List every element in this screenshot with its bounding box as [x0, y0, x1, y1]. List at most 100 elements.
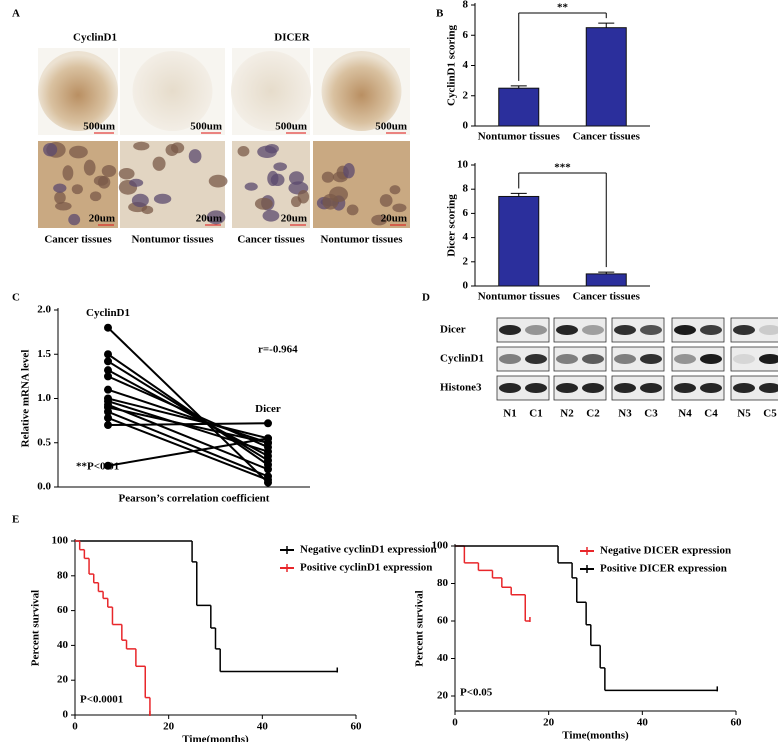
blot-band	[674, 325, 696, 335]
legend-label: Negative cyclinD1 expression	[300, 544, 437, 556]
lane-label: N2	[560, 408, 574, 420]
data-point	[264, 475, 272, 484]
image-caption: Nontumor tissues	[131, 234, 214, 246]
cell-nucleus	[262, 209, 280, 222]
blot-band	[556, 325, 578, 335]
blot-band	[582, 383, 604, 393]
panel-letter: D	[422, 292, 430, 304]
data-point	[264, 447, 272, 456]
data-point	[104, 350, 112, 359]
y-tick-label: 40	[57, 639, 69, 651]
bar	[498, 195, 540, 287]
lane-label: C4	[704, 408, 718, 420]
significance-label: **	[557, 2, 569, 14]
cell-nucleus	[389, 185, 401, 195]
cell-nucleus	[265, 143, 279, 154]
legend-label: Positive cyclinD1 expression	[300, 562, 432, 574]
annotation: P<0.05	[460, 687, 493, 699]
blot-band	[525, 383, 547, 393]
data-point	[264, 434, 272, 443]
cell-nucleus	[93, 175, 109, 186]
cell-nucleus	[129, 178, 144, 187]
x-tick-label: 40	[637, 717, 649, 729]
lane-label: N5	[737, 408, 751, 420]
pair-line	[107, 417, 269, 481]
pair-line	[107, 403, 269, 471]
lane-label: C2	[586, 408, 600, 420]
series-label: Dicer	[255, 403, 281, 415]
scale-label: 500um	[275, 121, 307, 133]
blot-band	[759, 325, 778, 335]
data-point	[104, 421, 112, 430]
cell-nucleus	[68, 213, 81, 226]
y-tick-label: 10	[457, 159, 469, 171]
cell-nucleus	[267, 170, 279, 187]
bar	[585, 27, 627, 127]
blot-band	[674, 354, 696, 364]
image-caption: Cancer tissues	[44, 234, 112, 246]
x-tick-label: 20	[163, 721, 175, 733]
blot-band	[700, 383, 722, 393]
cell-nucleus	[153, 193, 172, 204]
cell-nucleus	[83, 159, 96, 176]
lane-label: N1	[503, 408, 516, 420]
cell-nucleus	[321, 171, 335, 183]
blot-band	[499, 354, 521, 364]
x-tick-label: 0	[72, 721, 78, 733]
cell-nucleus	[71, 184, 83, 195]
pair-line	[107, 437, 269, 467]
tissue-core	[231, 51, 311, 131]
cell-nucleus	[254, 197, 273, 210]
cell-nucleus	[208, 174, 228, 188]
y-tick-label: 20	[57, 674, 69, 686]
significance-label: ***	[554, 162, 571, 174]
panel-letter: A	[12, 8, 20, 20]
y-tick-label: 100	[52, 535, 69, 547]
cell-nucleus	[53, 183, 67, 193]
scale-label: 20um	[381, 213, 407, 225]
blot-band	[556, 383, 578, 393]
y-tick-label: 80	[57, 569, 69, 581]
y-axis-label: Dicer scoring	[446, 194, 458, 257]
y-axis-label: Percent survival	[414, 590, 426, 666]
lane-label: C5	[763, 408, 777, 420]
tissue-zoom-image	[313, 141, 410, 228]
y-tick-label: 20	[437, 690, 449, 702]
cell-nucleus	[273, 162, 287, 171]
cell-nucleus	[343, 163, 355, 179]
y-tick-label: 2	[463, 255, 469, 267]
cell-nucleus	[237, 146, 250, 157]
pair-line	[107, 326, 269, 484]
scale-label: 500um	[190, 121, 222, 133]
blot-band	[582, 354, 604, 364]
y-tick-label: 0	[463, 280, 469, 292]
x-tick-label: 60	[731, 717, 743, 729]
data-point	[104, 357, 112, 366]
blot-band	[525, 354, 547, 364]
cell-nucleus	[288, 171, 304, 185]
x-axis-label: Time(months)	[562, 730, 629, 742]
cell-nucleus	[297, 190, 310, 204]
pair-line	[107, 388, 269, 444]
y-axis-label: Relative mRNA level	[20, 350, 32, 448]
y-axis-label: Percent survival	[30, 590, 42, 666]
data-point	[264, 419, 272, 428]
y-tick-label: 8	[463, 0, 469, 11]
cell-nucleus	[188, 149, 202, 164]
lane-label: C3	[644, 408, 658, 420]
cell-nucleus	[131, 193, 149, 208]
tissue-core	[321, 51, 402, 131]
data-point	[104, 407, 112, 416]
y-tick-label: 80	[437, 577, 449, 589]
scale-label: 20um	[281, 213, 307, 225]
blot-band	[640, 383, 662, 393]
y-tick-label: 0	[463, 120, 469, 132]
cell-nucleus	[54, 191, 66, 204]
y-tick-label: 0.0	[37, 481, 51, 493]
data-point	[104, 461, 112, 470]
data-point	[104, 366, 112, 375]
pair-line	[107, 369, 269, 457]
blot-row-label: CyclinD1	[440, 353, 484, 365]
y-tick-label: 6	[463, 207, 469, 219]
blot-band	[582, 325, 604, 335]
